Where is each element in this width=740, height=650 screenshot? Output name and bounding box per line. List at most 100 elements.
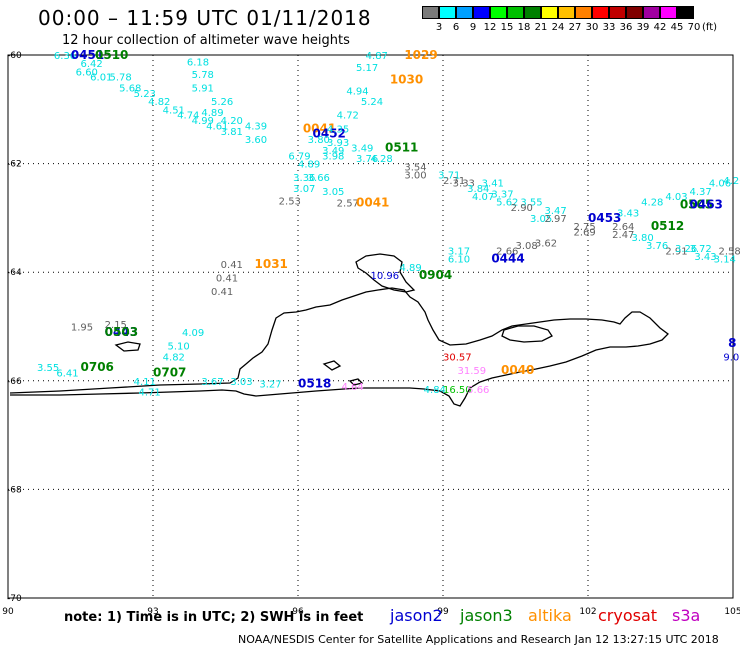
wave-height-value: 5.10 <box>168 342 190 353</box>
colorbar-swatch <box>422 6 439 19</box>
page-subtitle: 12 hour collection of altimeter wave hei… <box>62 33 350 48</box>
lon-tick-label: 99 <box>437 607 449 617</box>
colorbar-label: 21 <box>534 22 548 33</box>
coastline <box>9 253 669 407</box>
lon-tick-label: 96 <box>292 607 304 617</box>
wave-height-value: 4.94 <box>346 86 368 97</box>
wave-height-value: 4.64 <box>342 382 364 393</box>
wave-height-value: 3.27 <box>259 380 281 391</box>
footer-note: note: 1) Time is in UTC; 2) SWH is in fe… <box>64 610 364 625</box>
colorbar-label: 39 <box>636 22 650 33</box>
pass-time-label: 1031 <box>255 257 288 271</box>
pass-time-label: 0444 <box>491 252 524 266</box>
colorbar-label: 24 <box>551 22 565 33</box>
wave-height-value: 5.62 <box>496 198 518 209</box>
coastline-island-small-3 <box>348 378 364 386</box>
wave-height-value: 4.28 <box>641 198 663 209</box>
colorbar-label: 12 <box>483 22 497 33</box>
wave-height-value: 3.76 <box>356 154 378 165</box>
wave-height-value: 4.89 <box>400 263 422 274</box>
colorbar-label: 45 <box>670 22 684 33</box>
map-frame <box>7 54 734 599</box>
colorbar-swatch <box>592 6 609 19</box>
wave-height-value: 4.09 <box>182 328 204 339</box>
colorbar-swatch <box>456 6 473 19</box>
wave-height-value: 4.03 <box>665 192 687 203</box>
wave-height-value: 3.81 <box>221 127 243 138</box>
colorbar-label: 9 <box>469 22 477 33</box>
wave-height-value: 3.55 <box>520 198 542 209</box>
wave-height-value: 3.60 <box>245 135 267 146</box>
wave-height-value: 3.62 <box>535 238 557 249</box>
coastline-mainland <box>9 287 669 407</box>
colorbar-swatch <box>575 6 592 19</box>
wave-height-value: 6.18 <box>187 58 209 69</box>
wave-height-value: 3.03 <box>230 377 252 388</box>
wave-height-value: 6.79 <box>288 151 310 162</box>
wave-height-value: 2.57 <box>337 199 359 210</box>
wave-height-value: 3.84 <box>467 184 489 195</box>
colorbar-swatch <box>643 6 660 19</box>
wave-height-value: 2.53 <box>279 197 301 208</box>
wave-height-value: 3.14 <box>714 255 736 266</box>
wave-height-value: 5.78 <box>110 73 132 84</box>
wave-height-value: 3.33 <box>453 179 475 190</box>
wave-height-value: 3.80 <box>632 233 654 244</box>
wave-height-value: 4.71 <box>139 388 161 399</box>
wave-height-value: 3.93 <box>327 138 349 149</box>
wave-height-value: 2.15 <box>105 320 127 331</box>
wave-height-value: 2.64 <box>612 222 634 233</box>
pass-time-label: 8 <box>728 336 736 350</box>
wave-height-value: 5.91 <box>192 84 214 95</box>
wave-height-value: 2.66 <box>496 246 518 257</box>
wave-height-value: 4.89 <box>298 160 320 171</box>
wave-height-value: 30.57 <box>443 352 472 363</box>
graticule <box>8 55 733 598</box>
wave-height-value: 4.51 <box>163 105 185 116</box>
wave-height-value: 3.49 <box>351 143 373 154</box>
colorbar-label: 15 <box>500 22 514 33</box>
pass-time-label: 0451 <box>71 48 104 62</box>
colorbar-swatch <box>626 6 643 19</box>
pass-time-label: 0040 <box>501 363 534 377</box>
pass-time-label: 0510 <box>95 48 128 62</box>
colorbar-label: 36 <box>619 22 633 33</box>
wave-height-value: 6.60 <box>76 67 98 78</box>
wave-height-value: 4.11 <box>134 377 156 388</box>
wave-height-value: 5.17 <box>356 63 378 74</box>
map-border <box>7 54 734 599</box>
colorbar-label: 27 <box>568 22 582 33</box>
wave-height-value: 3.55 <box>37 363 59 374</box>
pass-time-label: 0453 <box>588 211 621 225</box>
axis-labels: 90 93 96 99 102 105 -60 -62 -64 -66 -68 -70 <box>2 51 740 617</box>
pass-time-label: 0512 <box>651 219 684 233</box>
wave-height-value: 4.28 <box>371 154 393 165</box>
wave-height-value: 3.49 <box>322 146 344 157</box>
pass-time-label: 1030 <box>390 72 423 86</box>
wave-height-value: 3.80 <box>308 135 330 146</box>
colorbar-label: 42 <box>653 22 667 33</box>
wave-height-value: 5.66 <box>467 385 489 396</box>
pass-time-label: 0041 <box>303 121 336 135</box>
pass-time-label: 0511 <box>385 140 418 154</box>
pass-time-label: 0443 <box>105 325 138 339</box>
legend-s3a: s3a <box>672 606 701 625</box>
wave-height-value: 4.20 <box>723 176 740 187</box>
wave-height-value: 31.59 <box>458 366 487 377</box>
wave-height-value: 4.87 <box>366 51 388 62</box>
colorbar-label: 70 <box>687 22 701 33</box>
colorbar-label: 6 <box>452 22 460 33</box>
lat-tick-label: -70 <box>7 594 22 604</box>
pass-time-label: 0706 <box>81 360 114 374</box>
colorbar-label: 30 <box>585 22 599 33</box>
wave-height-value: 3.41 <box>482 179 504 190</box>
legend-jason3: jason3 <box>460 606 513 625</box>
wave-height-value: 5.78 <box>192 70 214 81</box>
wave-height-value: 2.69 <box>574 227 596 238</box>
wave-height-value: 6.36 <box>54 51 76 62</box>
wave-height-value: 4.89 <box>201 108 223 119</box>
wave-height-value: 3.08 <box>516 241 538 252</box>
colorbar-label: 33 <box>602 22 616 33</box>
wave-height-value: 3.98 <box>322 151 344 162</box>
